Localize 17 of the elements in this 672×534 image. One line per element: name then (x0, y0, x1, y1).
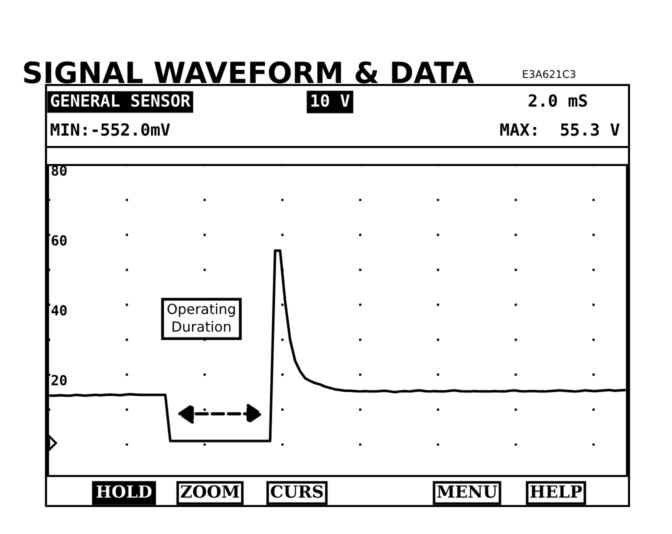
text: MAX: 55.3 V (500, 123, 620, 136)
text: 10 V (311, 94, 350, 107)
text: E3A621C3 (523, 70, 576, 78)
text: GENERAL SENSOR (50, 94, 190, 107)
text: 2.0 mS (528, 94, 587, 107)
y-tick-label: 60 (52, 235, 67, 246)
y-tick-label: 40 (51, 305, 67, 316)
annotation: Operating Duration (167, 303, 235, 332)
text: MENU (437, 485, 498, 498)
text: HOLD (96, 485, 152, 498)
y-tick-label: 20 (52, 374, 67, 386)
text: HELP (530, 485, 582, 498)
chart-title: SIGNAL WAVEFORM & DATA (24, 61, 474, 84)
y-tick-label: 80 (52, 165, 67, 176)
text: ZOOM (180, 485, 240, 498)
text: MIN:-552.0mV (50, 123, 170, 136)
text: CURS (270, 485, 323, 498)
